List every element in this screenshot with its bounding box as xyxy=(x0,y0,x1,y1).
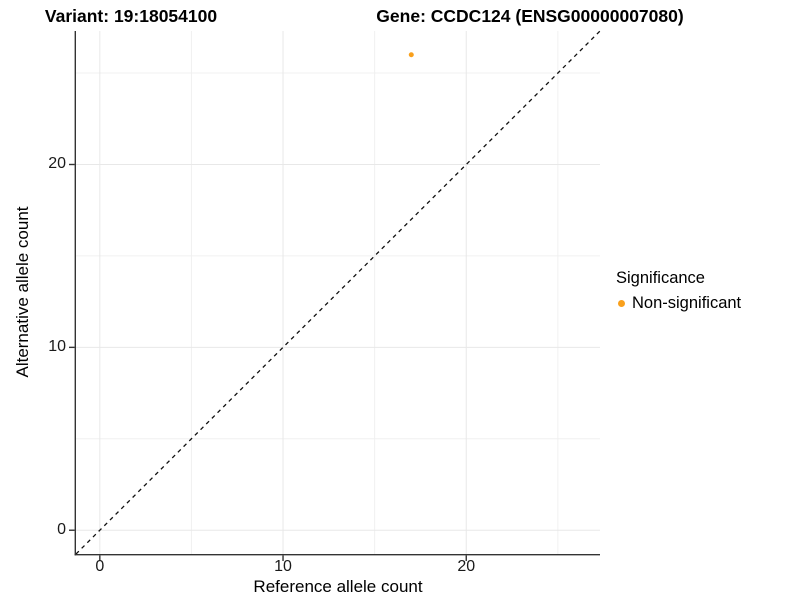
identity-line xyxy=(75,30,601,555)
x-tick-label: 10 xyxy=(274,558,292,575)
y-tick-label: 10 xyxy=(48,338,66,356)
y-tick-label: 0 xyxy=(57,521,66,539)
legend-item-label: Non-significant xyxy=(632,294,742,312)
data-point xyxy=(408,52,414,58)
legend-point-icon xyxy=(618,299,625,307)
plot-title-gene: Gene: CCDC124 (ENSG00000007080) xyxy=(376,6,684,26)
y-tick-label: 20 xyxy=(48,155,66,173)
plot-panel xyxy=(69,30,601,561)
legend: Significance Non-significant xyxy=(616,268,741,313)
x-axis-title: Reference allele count xyxy=(253,577,423,596)
legend-title: Significance xyxy=(616,269,705,287)
legend-item-non-significant: Non-significant xyxy=(616,293,741,313)
x-tick-label: 0 xyxy=(95,558,105,575)
x-tick-label: 20 xyxy=(457,558,476,575)
plot-title-variant: Variant: 19:18054100 xyxy=(44,6,218,26)
